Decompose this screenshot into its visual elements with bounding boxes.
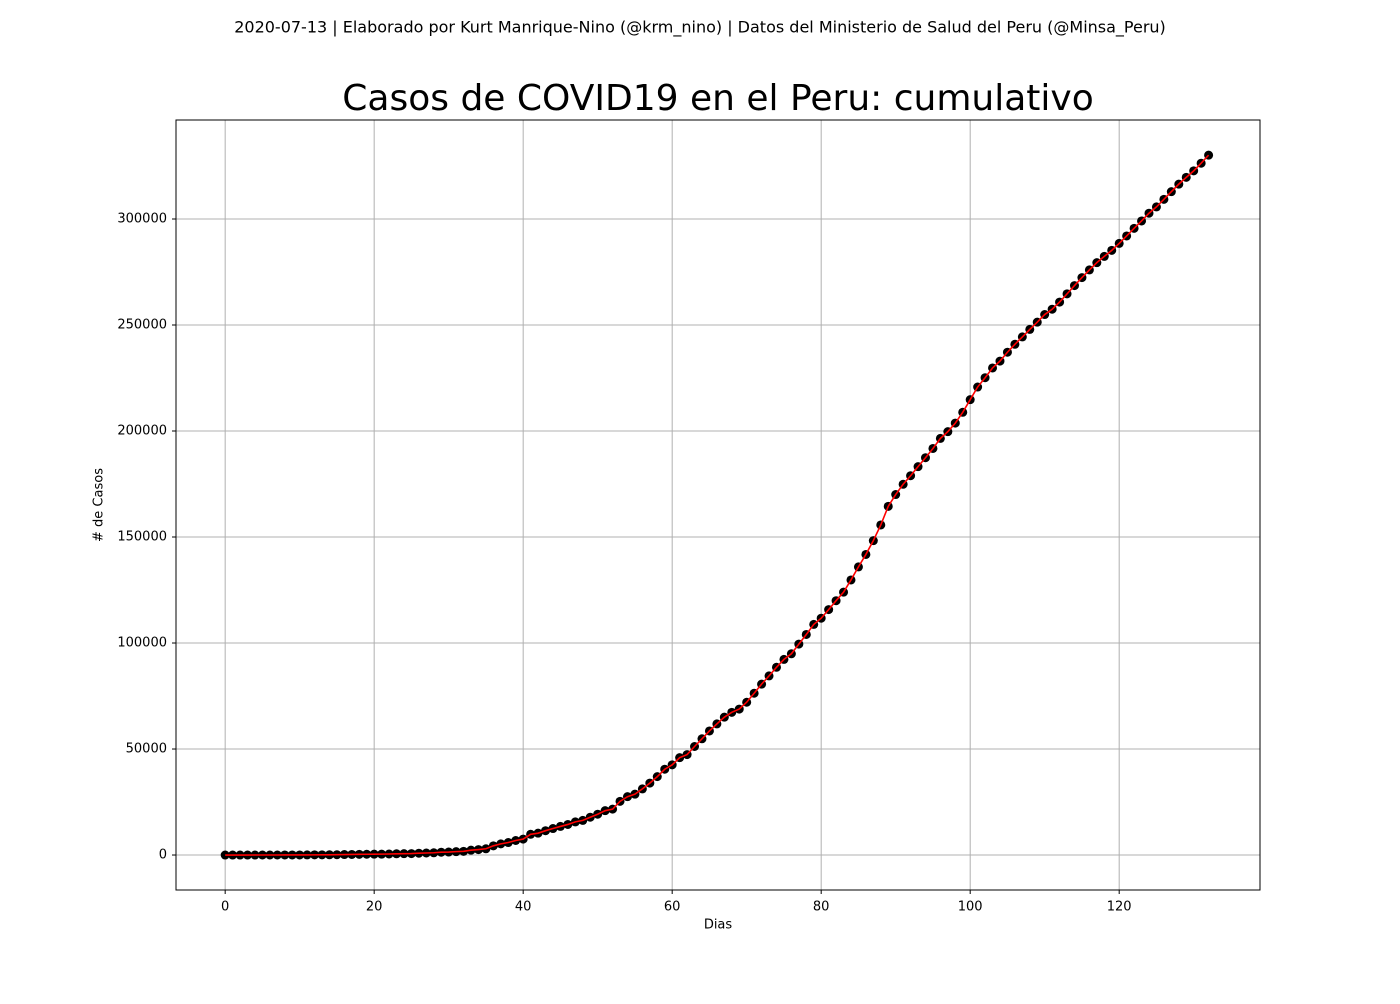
x-tick-label: 0 xyxy=(221,900,229,915)
y-tick-label: 0 xyxy=(159,848,167,863)
y-axis-label: # de Casos xyxy=(92,468,107,542)
plot-frame xyxy=(175,119,1261,891)
y-tick-label: 150000 xyxy=(117,530,167,545)
x-axis-label: Dias xyxy=(704,918,733,933)
y-tick-label: 100000 xyxy=(117,636,167,651)
x-tick-label: 20 xyxy=(366,900,383,915)
x-tick-label: 40 xyxy=(515,900,532,915)
y-tick-label: 200000 xyxy=(117,424,167,439)
y-tick-label: 50000 xyxy=(126,742,167,757)
x-tick-label: 120 xyxy=(1107,900,1132,915)
data-line xyxy=(225,154,1210,856)
y-tick-label: 250000 xyxy=(117,318,167,333)
chart-subtitle: 2020-07-13 | Elaborado por Kurt Manrique… xyxy=(234,18,1166,38)
chart-title: Casos de COVID19 en el Peru: cumulativo xyxy=(342,78,1093,119)
x-tick-label: 80 xyxy=(813,900,830,915)
x-tick-label: 100 xyxy=(958,900,983,915)
y-tick-label: 300000 xyxy=(117,212,167,227)
x-tick-label: 60 xyxy=(664,900,681,915)
